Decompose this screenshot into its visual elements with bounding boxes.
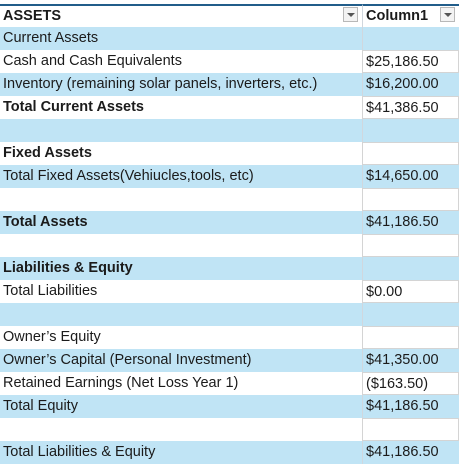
label-cell: Fixed Assets <box>0 142 362 165</box>
label-cell: Total Equity <box>0 395 362 418</box>
label-cell: Retained Earnings (Net Loss Year 1) <box>0 372 362 395</box>
value-cell: $25,186.50 <box>362 50 459 73</box>
label-cell: Total Fixed Assets(Vehiucles,tools, etc) <box>0 165 362 188</box>
label-cell: Owner’s Equity <box>0 326 362 349</box>
label-cell: Total Liabilities & Equity <box>0 441 362 464</box>
label-cell <box>0 234 362 257</box>
label-cell <box>0 119 362 142</box>
label-cell <box>0 188 362 211</box>
value-cell: $41,186.50 <box>362 395 459 418</box>
value-cell: $0.00 <box>362 280 459 303</box>
value-cell: $16,200.00 <box>362 73 459 96</box>
value-cell <box>362 326 459 349</box>
value-cell: $41,186.50 <box>362 441 459 464</box>
value-cell: $41,186.50 <box>362 211 459 234</box>
value-cell: $14,650.00 <box>362 165 459 188</box>
value-cell <box>362 257 459 280</box>
value-cell <box>362 188 459 211</box>
label-cell: Cash and Cash Equivalents <box>0 50 362 73</box>
value-cell <box>362 303 459 326</box>
value-cell <box>362 234 459 257</box>
value-cell <box>362 418 459 441</box>
label-cell: Total Liabilities <box>0 280 362 303</box>
label-cell: Current Assets <box>0 27 362 50</box>
filter-dropdown[interactable] <box>343 7 358 22</box>
value-cell: $41,350.00 <box>362 349 459 372</box>
value-cell: ($163.50) <box>362 372 459 395</box>
header-cell: Column1 <box>362 4 459 27</box>
label-cell <box>0 418 362 441</box>
header-cell: ASSETS <box>0 4 362 27</box>
label-cell: Owner’s Capital (Personal Investment) <box>0 349 362 372</box>
value-cell <box>362 119 459 142</box>
label-cell: Inventory (remaining solar panels, inver… <box>0 73 362 96</box>
label-cell <box>0 303 362 326</box>
label-cell: Total Current Assets <box>0 96 362 119</box>
value-cell <box>362 142 459 165</box>
label-cell: Liabilities & Equity <box>0 257 362 280</box>
filter-dropdown[interactable] <box>440 7 455 22</box>
value-cell: $41,386.50 <box>362 96 459 119</box>
value-cell <box>362 27 459 50</box>
label-cell: Total Assets <box>0 211 362 234</box>
